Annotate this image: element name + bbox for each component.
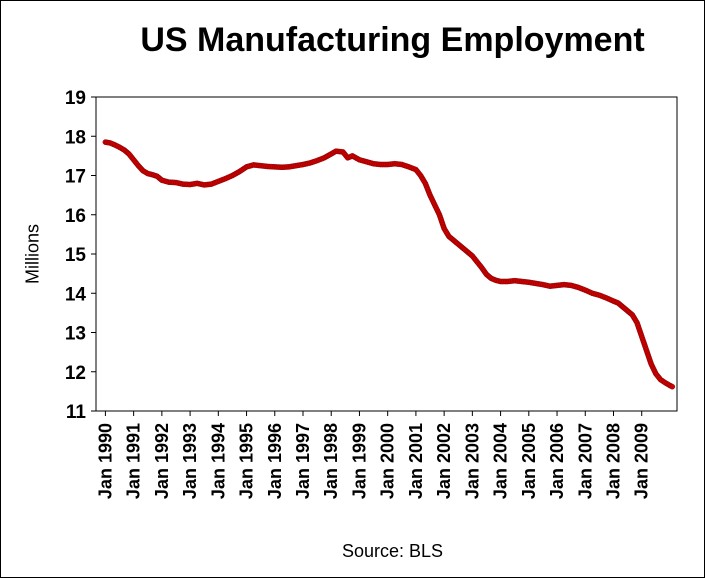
- x-tick-label: Jan 1990: [95, 423, 115, 499]
- x-tick-label: Jan 2006: [547, 423, 567, 499]
- y-tick-label: 17: [65, 167, 86, 188]
- x-tick-label: Jan 1997: [293, 423, 313, 499]
- plot-area: [95, 96, 678, 412]
- y-tick-label: 14: [65, 284, 87, 305]
- x-tick-label: Jan 1996: [265, 423, 285, 499]
- x-tick-label: Jan 1992: [152, 423, 172, 499]
- source-note: Source: BLS: [341, 541, 444, 561]
- x-tick-label: Jan 2003: [462, 423, 482, 499]
- chart-title: US Manufacturing Employment: [140, 21, 645, 59]
- x-tick-label: Jan 1991: [124, 423, 144, 499]
- x-tick-label: Jan 1994: [208, 423, 228, 499]
- y-tick-label: 15: [65, 245, 87, 266]
- x-tick-label: Jan 2001: [406, 423, 426, 499]
- y-tick-label: 13: [65, 324, 86, 345]
- y-tick-label: 19: [65, 88, 86, 109]
- x-tick-label: Jan 2000: [378, 423, 398, 499]
- x-tick-label: Jan 2002: [434, 423, 454, 499]
- x-tick-label: Jan 1995: [237, 423, 257, 499]
- x-tick-label: Jan 1998: [321, 423, 341, 499]
- x-tick-label: Jan 2005: [519, 423, 539, 499]
- data-point: [669, 383, 676, 390]
- y-tick-label: 18: [65, 127, 86, 148]
- x-tick-label: Jan 1993: [180, 423, 200, 499]
- y-tick-label: 16: [65, 206, 86, 227]
- x-tick-label: Jan 2009: [632, 423, 652, 499]
- y-tick-label: 11: [66, 402, 87, 423]
- x-tick-label: Jan 1999: [349, 423, 369, 499]
- x-tick-label: Jan 2008: [603, 423, 623, 499]
- x-tick-label: Jan 2007: [575, 423, 595, 499]
- x-tick-label: Jan 2004: [491, 423, 511, 499]
- y-tick-label: 12: [65, 363, 86, 384]
